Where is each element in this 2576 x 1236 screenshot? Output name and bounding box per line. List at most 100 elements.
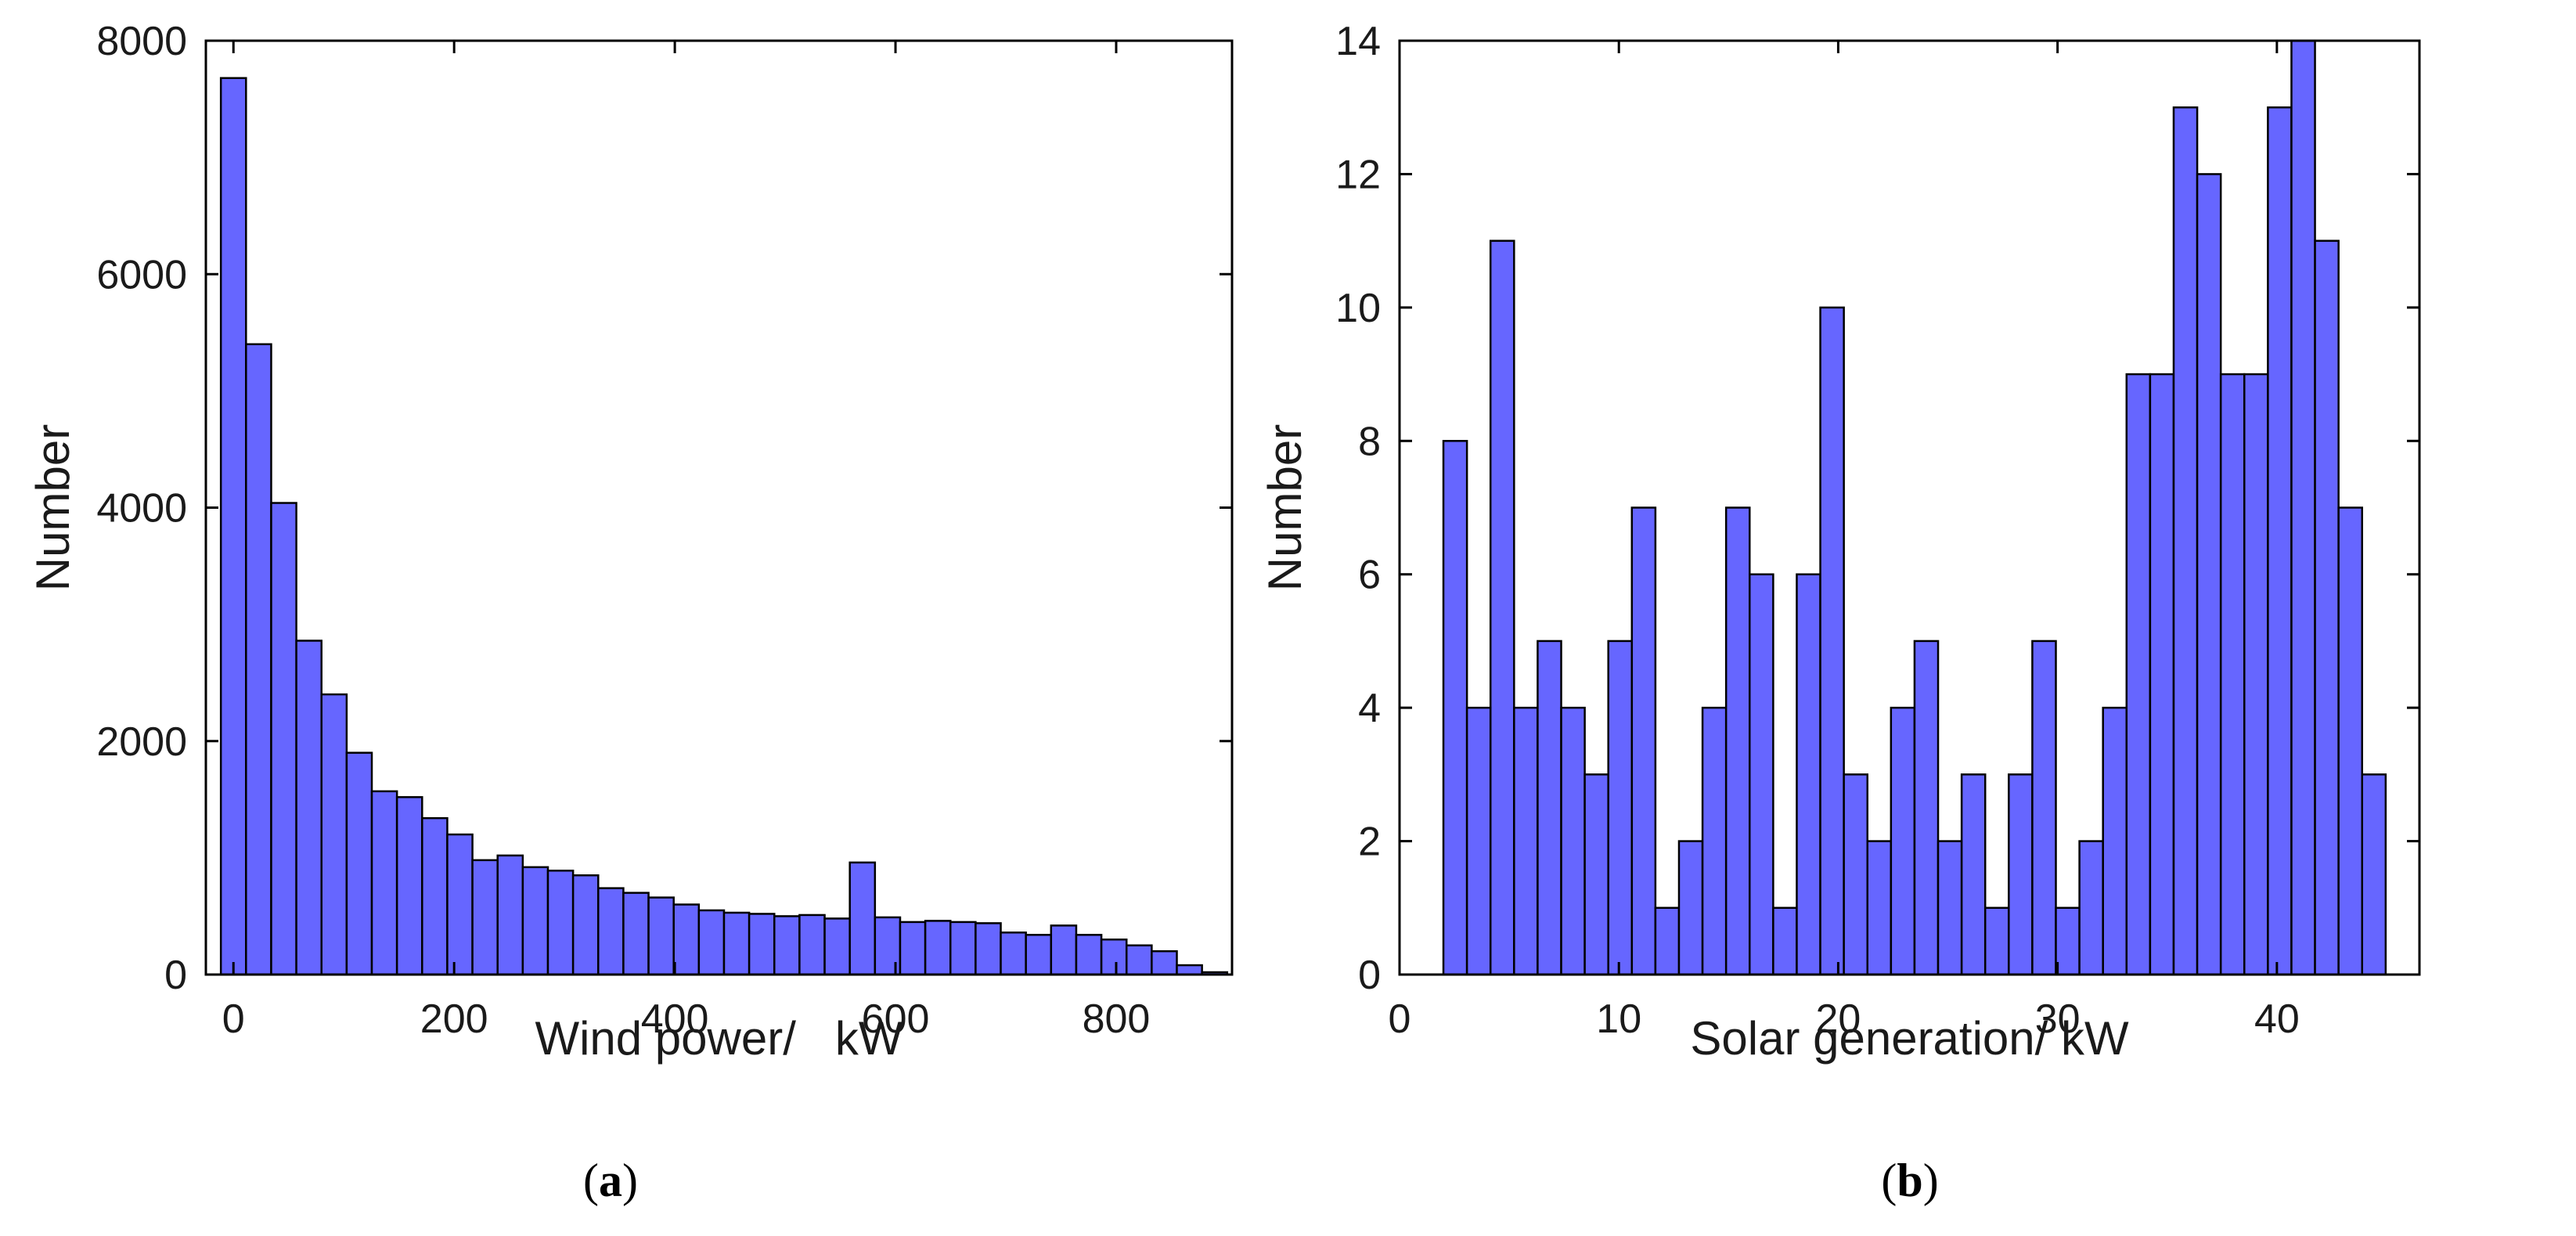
bar <box>1607 640 1634 975</box>
bar <box>2125 373 2152 975</box>
bar <box>1913 640 1940 975</box>
y-tick-label: 8000 <box>96 19 187 64</box>
y-axis-label: Number <box>1259 424 1311 591</box>
bar <box>975 922 1002 975</box>
bar <box>1560 706 1586 975</box>
bar <box>647 896 675 975</box>
bar <box>1749 573 1774 975</box>
bar <box>1489 240 1515 975</box>
bar <box>798 913 826 975</box>
panel-a-histogram: 0 2000 4000 6000 8000 0 200 400 600 800 Wind power… <box>27 19 1234 1206</box>
y-tick-label: 10 <box>1335 286 1381 331</box>
y-tick-label: 2000 <box>96 719 187 765</box>
panel-caption-letter: a <box>599 1155 622 1206</box>
y-tick-label: 6 <box>1358 553 1381 598</box>
bar <box>1465 706 1492 975</box>
bar <box>722 911 751 975</box>
x-tick-label: 0 <box>222 996 245 1042</box>
y-axis-label: Number <box>27 424 79 591</box>
bar <box>1819 306 1845 975</box>
bar <box>2055 906 2081 975</box>
bar <box>1654 906 1681 975</box>
bar <box>1866 840 1893 975</box>
y-tick-label: 2 <box>1358 820 1381 865</box>
bar <box>597 887 625 975</box>
bar <box>672 903 701 975</box>
bar <box>219 77 247 975</box>
bar <box>899 921 927 975</box>
bar <box>1890 706 1916 975</box>
x-tick-label: 40 <box>2254 996 2300 1042</box>
x-tick-label: 20 <box>1816 996 1861 1042</box>
bar <box>773 915 801 975</box>
bar <box>1796 573 1821 975</box>
bar <box>2196 173 2222 975</box>
panel-caption-letter: b <box>1897 1155 1922 1206</box>
plot-frame <box>1398 39 2421 976</box>
panel-caption: (a) <box>583 1155 638 1206</box>
bar <box>1513 706 1539 975</box>
x-tick-label: 800 <box>1083 996 1151 1042</box>
bar <box>2361 773 2387 975</box>
x-tick-label: 10 <box>1596 996 1641 1042</box>
bar <box>471 859 499 975</box>
bar <box>1125 944 1153 975</box>
bar <box>395 796 423 975</box>
bar <box>1772 906 1798 975</box>
bar <box>1630 506 1657 975</box>
bar <box>1677 840 1704 975</box>
x-axis-label: Solar generation/ kW <box>1690 1012 2129 1065</box>
bar <box>2078 840 2104 975</box>
bar <box>2008 773 2034 975</box>
x-tick-label: 30 <box>2035 996 2081 1042</box>
bar <box>2031 640 2057 975</box>
bar <box>1050 924 1078 975</box>
y-tick-label: 8 <box>1358 419 1381 464</box>
bar <box>1537 640 1562 975</box>
bar <box>2172 106 2199 975</box>
panel-b-histogram: 0 2 4 6 8 10 12 14 0 10 20 30 40 Solar generation/ kW… <box>1259 19 2421 1206</box>
bar <box>924 920 952 975</box>
bar <box>848 861 877 975</box>
bars-b <box>1442 41 2387 975</box>
bar <box>1025 934 1053 975</box>
bar <box>1075 934 1103 975</box>
bar <box>1724 506 1751 975</box>
bar <box>270 502 297 975</box>
bar <box>2337 506 2364 975</box>
bar <box>1960 773 1987 975</box>
bar <box>320 693 348 975</box>
y-tick-label: 4000 <box>96 486 187 532</box>
x-axis-label: Wind power/ kW <box>535 1012 903 1065</box>
bar <box>1937 840 1963 975</box>
bar <box>2243 373 2269 975</box>
bar <box>2219 373 2246 975</box>
bar <box>622 892 650 975</box>
bar <box>1983 906 2010 975</box>
bar <box>697 909 726 975</box>
bar <box>823 917 851 975</box>
bar <box>370 790 398 975</box>
y-tick-label: 0 <box>1358 953 1381 998</box>
bar <box>1442 440 1468 975</box>
y-tick-label: 12 <box>1335 152 1381 197</box>
bar <box>1000 932 1027 975</box>
bar <box>521 866 549 975</box>
bar <box>1583 773 1609 975</box>
bar <box>748 913 776 975</box>
bar <box>2267 106 2293 975</box>
bar <box>1701 706 1728 975</box>
bar <box>2149 373 2175 975</box>
x-tick-label: 400 <box>641 996 709 1042</box>
bar <box>571 874 600 975</box>
x-tick-label: 600 <box>862 996 930 1042</box>
bar <box>245 343 272 975</box>
panel-caption: (b) <box>1881 1155 1938 1206</box>
bar <box>546 870 575 975</box>
bar <box>1176 964 1203 975</box>
bar <box>496 854 524 975</box>
bar <box>345 751 373 975</box>
y-tick-label: 14 <box>1335 19 1381 64</box>
bar <box>295 640 322 975</box>
